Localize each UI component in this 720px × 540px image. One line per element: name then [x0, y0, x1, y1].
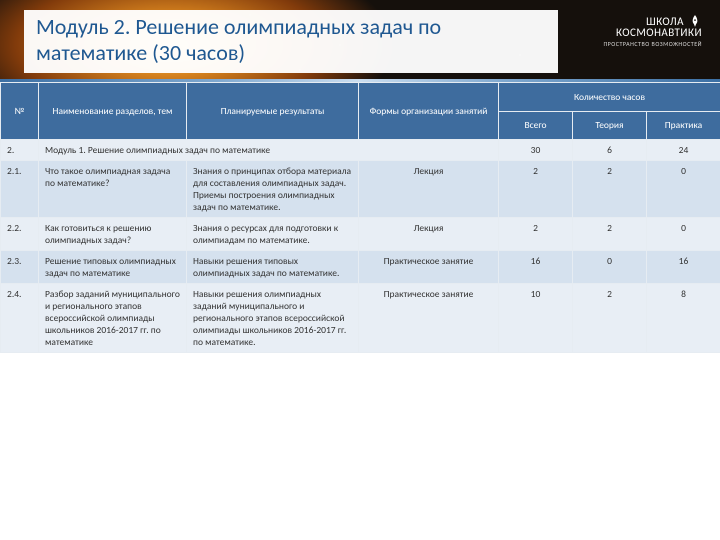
cell-theory: 6	[573, 140, 647, 161]
th-total: Всего	[499, 111, 573, 140]
th-no: №	[1, 83, 39, 140]
cell-form: Практическое занятие	[359, 284, 499, 353]
cell-results: Навыки решения олимпиадных заданий муниц…	[187, 284, 359, 353]
rocket-icon	[688, 14, 702, 28]
cell-total: 30	[499, 140, 573, 161]
cell-name: Как готовиться к решению олимпиадных зад…	[39, 218, 187, 251]
module-summary-row: 2. Модуль 1. Решение олимпиадных задач п…	[1, 140, 720, 161]
header-underline	[0, 79, 720, 82]
cell-total: 2	[499, 218, 573, 251]
logo-brand-2: КОСМОНАВТИКИ	[603, 26, 702, 39]
cell-total: 2	[499, 161, 573, 218]
th-form: Формы организации занятий	[359, 83, 499, 140]
cell-no: 2.3.	[1, 251, 39, 284]
slide-title: Модуль 2. Решение олимпиадных задач по м…	[24, 10, 558, 73]
cell-name: Решение типовых олимпиадных задач по мат…	[39, 251, 187, 284]
cell-no: 2.2.	[1, 218, 39, 251]
header-band: Модуль 2. Решение олимпиадных задач по м…	[0, 0, 720, 82]
cell-practice: 0	[647, 161, 720, 218]
th-hours: Количество часов	[499, 83, 720, 112]
cell-form: Лекция	[359, 161, 499, 218]
cell-results: Навыки решения типовых олимпиадных задач…	[187, 251, 359, 284]
cell-total: 10	[499, 284, 573, 353]
school-logo: ШКОЛА КОСМОНАВТИКИ ПРОСТРАНСТВО ВОЗМОЖНО…	[603, 14, 702, 48]
table-row: 2.2. Как готовиться к решению олимпиадны…	[1, 218, 720, 251]
curriculum-table: № Наименование разделов, тем Планируемые…	[0, 82, 720, 353]
table-row: 2.4. Разбор заданий муниципального и рег…	[1, 284, 720, 353]
th-theory: Теория	[573, 111, 647, 140]
cell-results: Знания о ресурсах для подготовки к олимп…	[187, 218, 359, 251]
cell-form: Лекция	[359, 218, 499, 251]
cell-practice: 24	[647, 140, 720, 161]
cell-results: Знания о принципах отбора материала для …	[187, 161, 359, 218]
cell-theory: 2	[573, 218, 647, 251]
table-row: 2.1. Что такое олимпиадная задача по мат…	[1, 161, 720, 218]
table-row: 2.3. Решение типовых олимпиадных задач п…	[1, 251, 720, 284]
cell-no: 2.1.	[1, 161, 39, 218]
cell-practice: 16	[647, 251, 720, 284]
cell-practice: 8	[647, 284, 720, 353]
th-results: Планируемые результаты	[187, 83, 359, 140]
cell-practice: 0	[647, 218, 720, 251]
cell-theory: 0	[573, 251, 647, 284]
cell-no: 2.4.	[1, 284, 39, 353]
cell-form: Практическое занятие	[359, 251, 499, 284]
cell-name: Что такое олимпиадная задача по математи…	[39, 161, 187, 218]
logo-brand-1: ШКОЛА	[646, 15, 684, 28]
cell-name: Разбор заданий муниципального и регионал…	[39, 284, 187, 353]
th-name: Наименование разделов, тем	[39, 83, 187, 140]
cell-no: 2.	[1, 140, 39, 161]
cell-theory: 2	[573, 161, 647, 218]
cell-theory: 2	[573, 284, 647, 353]
cell-module-title: Модуль 1. Решение олимпиадных задач по м…	[39, 140, 499, 161]
cell-total: 16	[499, 251, 573, 284]
logo-sub: ПРОСТРАНСТВО ВОЗМОЖНОСТЕЙ	[603, 40, 702, 48]
th-practice: Практика	[647, 111, 720, 140]
